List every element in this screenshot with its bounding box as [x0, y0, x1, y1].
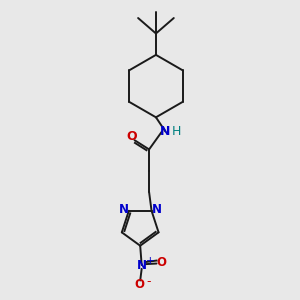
- Text: O: O: [126, 130, 137, 143]
- Text: H: H: [172, 125, 182, 138]
- Text: -: -: [146, 274, 151, 288]
- Text: O: O: [135, 278, 145, 291]
- Text: N: N: [119, 203, 129, 216]
- Text: N: N: [152, 203, 162, 216]
- Text: N: N: [137, 259, 147, 272]
- Text: O: O: [156, 256, 166, 269]
- Text: +: +: [146, 256, 154, 266]
- Text: N: N: [160, 125, 171, 138]
